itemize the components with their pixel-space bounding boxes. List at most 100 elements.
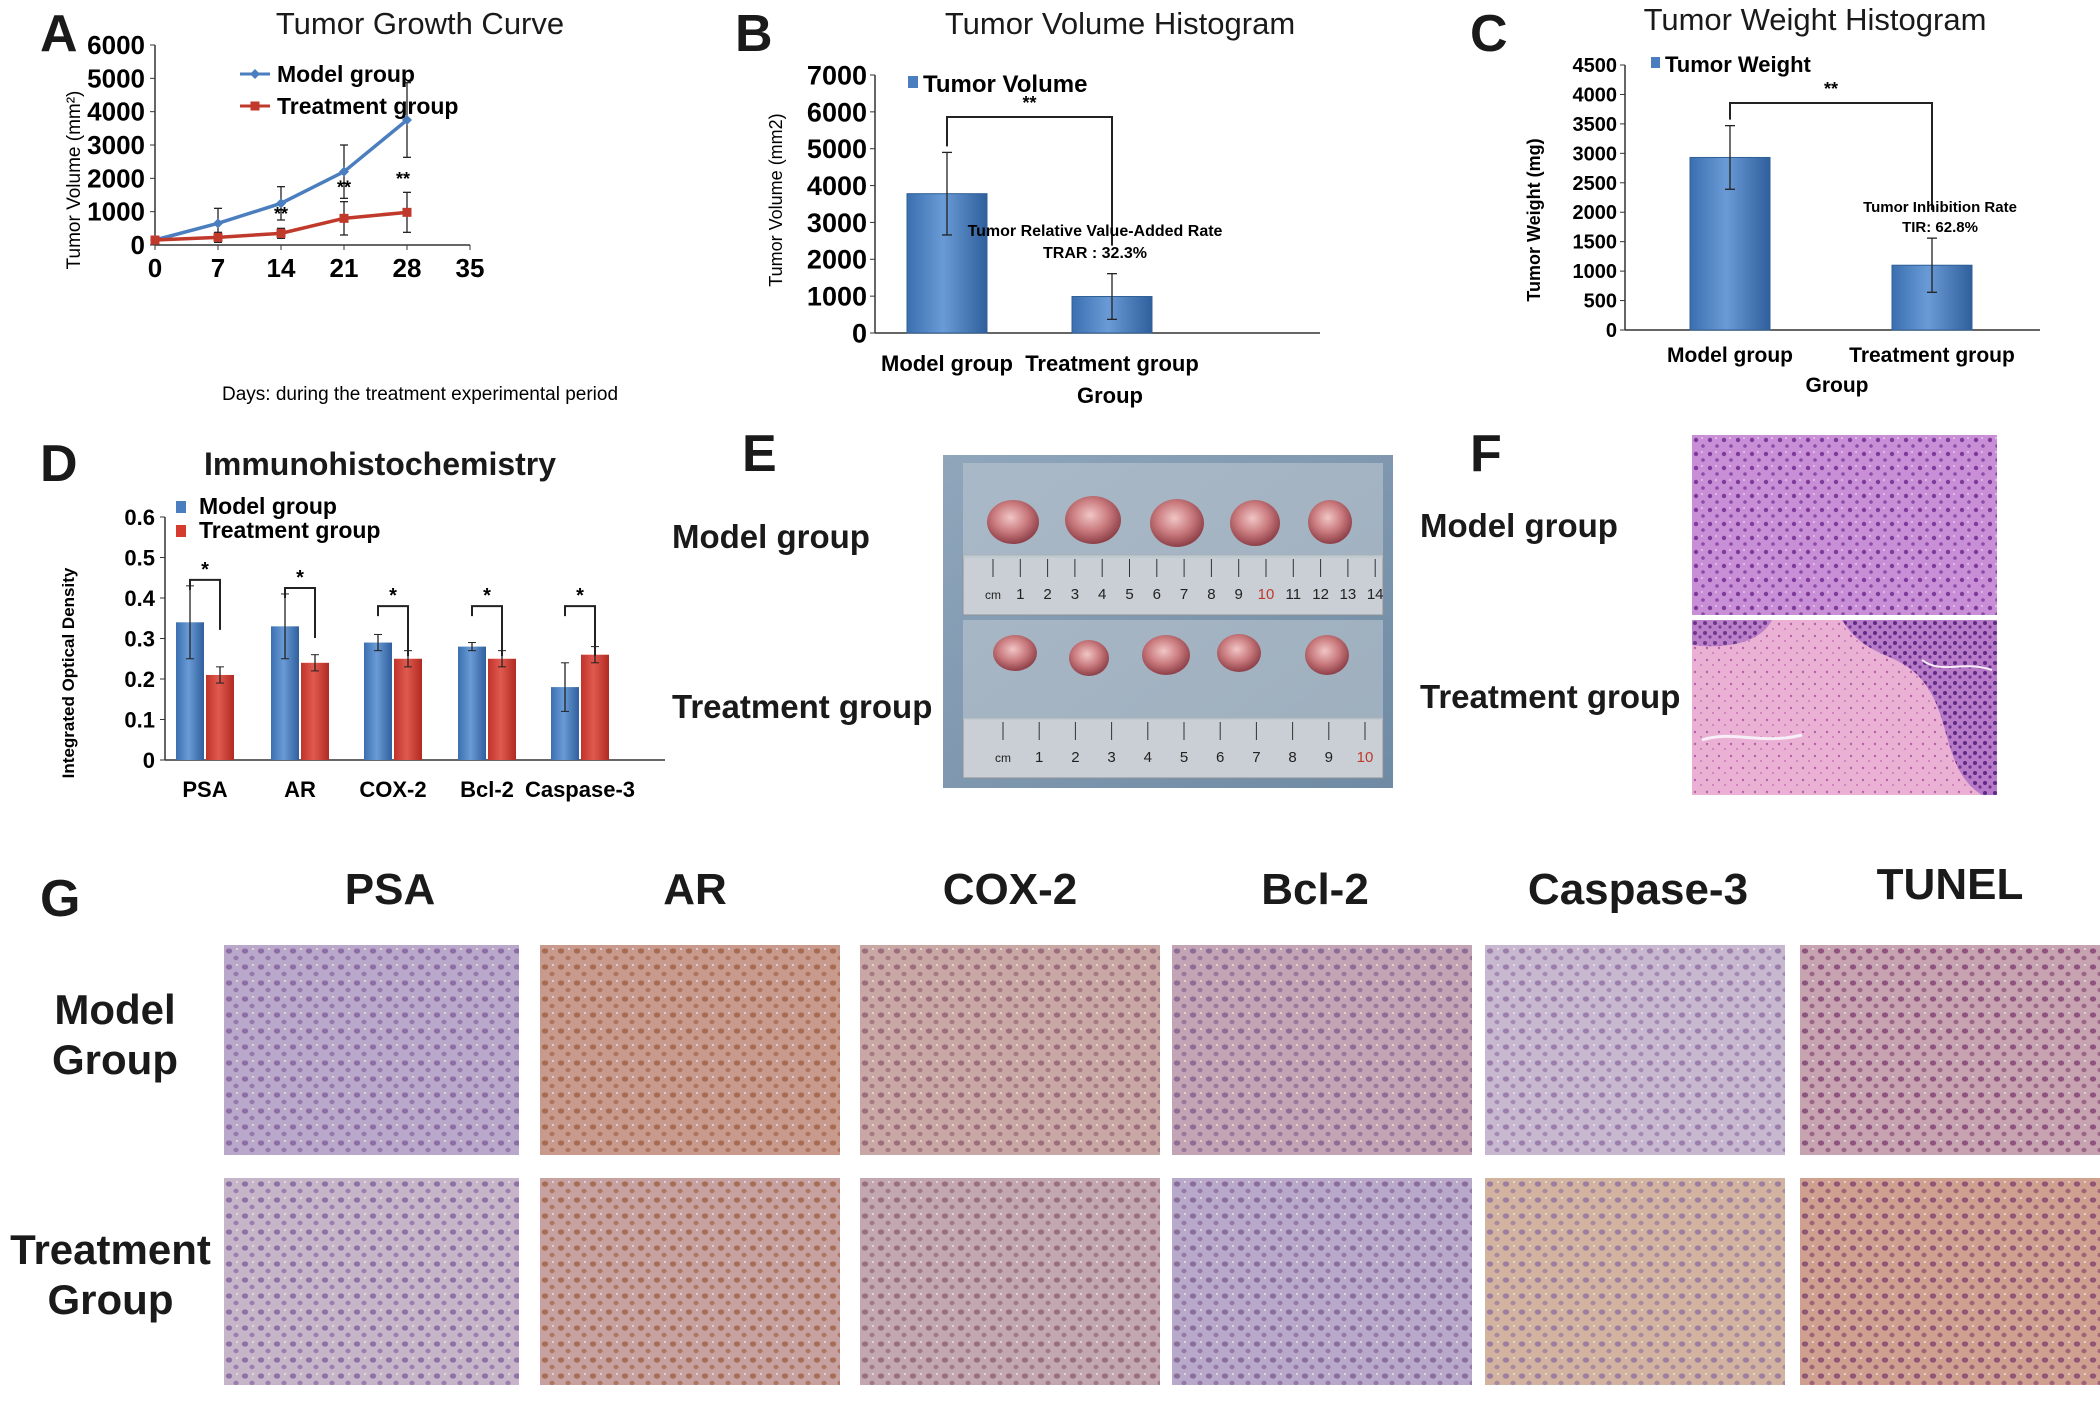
chart-b-ylabel: Tumor Volume (mm2) bbox=[766, 113, 786, 286]
chart-a-legend-model: Model group bbox=[277, 61, 415, 87]
chart-d-category-label: Bcl-2 bbox=[460, 777, 514, 802]
g-row-label-model: Model Group bbox=[40, 985, 190, 1085]
chart-d-legend-swatch-model bbox=[176, 501, 186, 513]
chart-d-bar bbox=[581, 654, 609, 760]
e-row-label-model: Model group bbox=[672, 518, 870, 555]
g-col-ar: AR bbox=[663, 865, 727, 914]
chart-d: 0 0.1 0.2 0.3 0.4 0.5 0.6 * PSA * AR * COX-2 * Bcl-2 * C… bbox=[59, 493, 665, 802]
chart-b-category-label: Model group bbox=[881, 351, 1013, 376]
g-row-treatment-line1: Treatment bbox=[10, 1226, 211, 1273]
chart-a-xtick-label: 14 bbox=[267, 253, 296, 283]
chart-a-legend-marker-model bbox=[250, 69, 260, 79]
chart-d-significance-bracket bbox=[471, 605, 503, 657]
ruler-number: 2 bbox=[1071, 749, 1079, 766]
panel-label-g: G bbox=[40, 870, 81, 928]
chart-a-xtick-label: 35 bbox=[456, 253, 485, 283]
chart-c-annotation-1: Tumor Inhibition Rate bbox=[1863, 199, 2017, 216]
chart-b-legend-label: Tumor Volume bbox=[923, 71, 1087, 98]
ihc-image-svg bbox=[540, 1178, 840, 1385]
chart-a-point bbox=[339, 213, 349, 223]
ruler-number: cm bbox=[985, 588, 1001, 602]
chart-b-xlabel: Group bbox=[1077, 383, 1143, 408]
tumor-photo: cm 1 2 3 4 5 6 7 8 9 10 11 12 13 14 cm 1 2 3 4 5 6 7 8 9 10 bbox=[943, 455, 1393, 788]
g-col-bcl2: Bcl-2 bbox=[1261, 865, 1369, 914]
panel-label-b: B bbox=[735, 5, 773, 63]
ruler-number: 12 bbox=[1312, 586, 1329, 603]
ihc-image-model-bcl-2 bbox=[1172, 945, 1472, 1155]
f-row-label-treatment: Treatment group bbox=[1420, 678, 1681, 715]
tumor-photo-svg: cm 1 2 3 4 5 6 7 8 9 10 11 12 13 14 cm 1 2 3 4 5 6 7 8 9 10 bbox=[943, 455, 1393, 788]
ihc-image-model-psa bbox=[224, 945, 519, 1155]
chart-c-significance-bracket bbox=[1729, 102, 1933, 211]
ruler-number: 9 bbox=[1235, 586, 1243, 603]
chart-d-significance: * bbox=[296, 567, 304, 589]
chart-a-ytick-label: 5000 bbox=[87, 63, 145, 93]
chart-d-legend-treatment: Treatment group bbox=[199, 517, 380, 543]
panel-label-c: C bbox=[1470, 5, 1508, 63]
chart-c-ytick-label: 3500 bbox=[1573, 114, 1618, 136]
g-col-psa: PSA bbox=[344, 865, 436, 914]
g-row-label-treatment: Treatment Group bbox=[8, 1225, 213, 1325]
ruler-number: 5 bbox=[1180, 749, 1188, 766]
chart-b-annotation-2: TRAR : 32.3% bbox=[1043, 245, 1147, 262]
ihc-image-model-ar bbox=[540, 945, 840, 1155]
chart-a-xlabel: Days: during the treatment experimental … bbox=[222, 384, 618, 405]
chart-c-ytick-label: 4000 bbox=[1573, 84, 1618, 106]
ruler-number: 3 bbox=[1071, 586, 1079, 603]
chart-d-ytick-label: 0.4 bbox=[124, 586, 155, 611]
chart-d-significance-bracket bbox=[564, 605, 596, 657]
chart-c-ytick-label: 0 bbox=[1606, 320, 1617, 342]
ruler-number: 6 bbox=[1153, 586, 1161, 603]
chart-d-significance: * bbox=[389, 585, 397, 607]
ihc-image-svg bbox=[1485, 945, 1785, 1155]
chart-c-annotation-2: TIR: 62.8% bbox=[1902, 219, 1978, 236]
chart-d-significance-bracket bbox=[377, 605, 409, 657]
chart-d-ytick-label: 0.2 bbox=[124, 667, 155, 692]
chart-a-legend-treatment: Treatment group bbox=[277, 93, 458, 119]
g-row-model-line1: Model bbox=[54, 986, 176, 1033]
chart-c-ytick-label: 2000 bbox=[1573, 202, 1618, 224]
chart-d-legend-model: Model group bbox=[199, 493, 337, 519]
chart-b-significance: ** bbox=[1022, 93, 1036, 113]
ihc-image-treatment-cox-2 bbox=[860, 1178, 1160, 1385]
ihc-image-svg bbox=[1485, 1178, 1785, 1385]
chart-c-ytick-label: 3000 bbox=[1573, 143, 1618, 165]
ruler-number: 10 bbox=[1357, 749, 1374, 766]
chart-c-ytick-label: 2500 bbox=[1573, 173, 1618, 195]
chart-c-ytick-label: 500 bbox=[1584, 291, 1617, 313]
ihc-image-model-caspase-3 bbox=[1485, 945, 1785, 1155]
ruler-number: 8 bbox=[1288, 749, 1296, 766]
chart-a-point bbox=[150, 235, 160, 245]
chart-c-xlabel: Group bbox=[1806, 374, 1869, 397]
chart-a-ytick-label: 3000 bbox=[87, 130, 145, 160]
ihc-image-model-cox-2 bbox=[860, 945, 1160, 1155]
chart-a-point bbox=[276, 198, 286, 209]
ihc-image-model-tunel bbox=[1800, 945, 2100, 1155]
chart-a-xtick-label: 21 bbox=[330, 253, 359, 283]
chart-a-ytick-label: 0 bbox=[131, 230, 145, 260]
g-row-model-line2: Group bbox=[52, 1036, 178, 1083]
chart-b-legend-swatch bbox=[908, 76, 918, 88]
chart-c-category-label: Treatment group bbox=[1849, 344, 2015, 367]
ruler-number: 11 bbox=[1286, 586, 1302, 603]
chart-a-xtick-label: 28 bbox=[393, 253, 422, 283]
chart-a-point bbox=[276, 228, 286, 238]
ruler-number: 10 bbox=[1258, 586, 1275, 603]
chart-a-title: Tumor Growth Curve bbox=[275, 6, 565, 41]
chart-c-ytick-label: 4500 bbox=[1573, 55, 1618, 77]
chart-b-ytick-label: 7000 bbox=[807, 60, 867, 90]
chart-c: 0 500 1000 1500 2000 2500 3000 3500 4000 4500 Mode… bbox=[1524, 52, 2040, 397]
ihc-image-treatment-bcl-2 bbox=[1172, 1178, 1472, 1385]
chart-b-ytick-label: 0 bbox=[852, 318, 867, 348]
ihc-image-svg bbox=[224, 1178, 519, 1385]
ihc-image-treatment-tunel bbox=[1800, 1178, 2100, 1385]
ruler-number: 7 bbox=[1180, 586, 1188, 603]
he-stain-treatment bbox=[1692, 620, 1997, 795]
chart-a-point bbox=[213, 218, 223, 229]
ruler-number: 7 bbox=[1252, 749, 1260, 766]
chart-a-point bbox=[402, 207, 412, 217]
chart-d-ytick-label: 0.1 bbox=[124, 708, 155, 733]
ruler-number: 5 bbox=[1125, 586, 1133, 603]
chart-a-ytick-label: 1000 bbox=[87, 197, 145, 227]
chart-d-significance: * bbox=[576, 585, 584, 607]
